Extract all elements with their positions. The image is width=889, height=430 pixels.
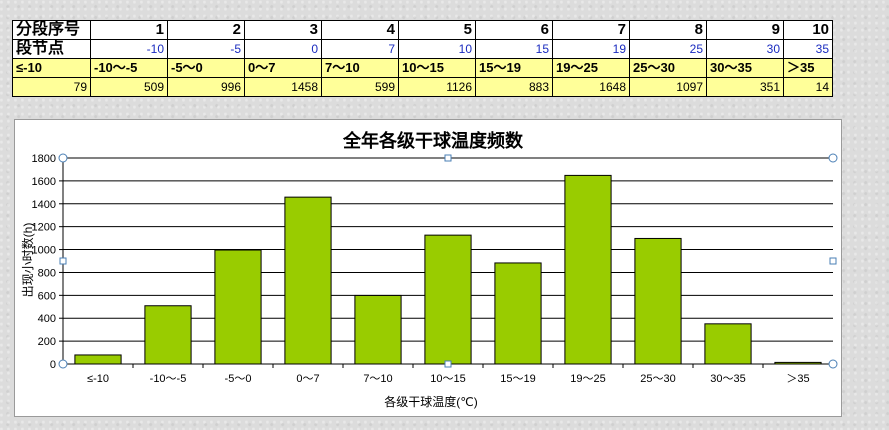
count-cell[interactable]: 1648: [552, 77, 630, 97]
index-cell[interactable]: 7: [552, 20, 630, 40]
x-tick-label: 7～10: [363, 373, 392, 385]
x-tick-label: 25～30: [640, 373, 675, 385]
range-cell[interactable]: 10～15: [398, 58, 476, 78]
node-cell[interactable]: 35: [783, 39, 833, 59]
index-cell[interactable]: 6: [475, 20, 553, 40]
resize-handle: [828, 359, 838, 369]
data-table: 分段序号 1 2 3 4 5 6 7 8 9 10 段节点 -10 -5 0 7 10 15 19 25 30 35…: [12, 20, 833, 97]
node-cell[interactable]: 15: [475, 39, 553, 59]
y-tick-label: 1600: [32, 176, 56, 188]
node-cell[interactable]: 0: [244, 39, 322, 59]
node-cell[interactable]: 7: [321, 39, 399, 59]
range-cell[interactable]: 0～7: [244, 58, 322, 78]
y-tick-label: 400: [38, 313, 56, 325]
node-row-label[interactable]: 段节点: [12, 39, 91, 59]
range-cell[interactable]: ＞35: [783, 58, 833, 78]
index-cell[interactable]: 2: [167, 20, 245, 40]
bar: [704, 323, 752, 365]
y-tick-label: 600: [38, 290, 56, 302]
range-row: ≤-10 -10～-5 -5～0 0～7 7～10 10～15 15～19 19～25 25～3…: [12, 58, 833, 78]
bar: [354, 294, 402, 365]
x-axis: ≤-10 -10～-5 -5～0 0～7 7～10 10～15 15～19 19～25 25～3…: [62, 363, 833, 385]
bar: [144, 305, 192, 365]
selection-handles: [58, 153, 838, 369]
index-cell[interactable]: 5: [398, 20, 476, 40]
x-axis-label: 各级干球温度(℃): [384, 394, 477, 409]
count-cell[interactable]: 883: [475, 77, 553, 97]
index-cell[interactable]: 10: [783, 20, 833, 40]
resize-handle: [444, 154, 452, 162]
count-cell[interactable]: 1097: [629, 77, 707, 97]
range-cell[interactable]: -5～0: [167, 58, 245, 78]
chart-area[interactable]: 全年各级干球温度频数 0 200 400 600 800 1000 1200 1400 1600…: [14, 119, 842, 417]
y-tick-label: 1800: [32, 153, 56, 165]
x-tick-label: -5～0: [225, 373, 252, 385]
resize-handle: [444, 360, 452, 368]
x-tick-label: -10～-5: [150, 373, 187, 385]
node-row: 段节点 -10 -5 0 7 10 15 19 25 30 35: [12, 39, 833, 59]
bar: [494, 262, 542, 365]
count-cell[interactable]: 351: [706, 77, 784, 97]
index-cell[interactable]: 3: [244, 20, 322, 40]
bar-chart: 全年各级干球温度频数 0 200 400 600 800 1000 1200 1400 1600…: [20, 130, 838, 409]
bar: [74, 354, 122, 365]
y-tick-label: 200: [38, 336, 56, 348]
index-cell[interactable]: 4: [321, 20, 399, 40]
x-tick-label: 10～15: [430, 373, 465, 385]
x-tick-label: ≤-10: [87, 373, 109, 385]
chart-title: 全年各级干球温度频数: [342, 130, 524, 151]
count-cell[interactable]: 79: [12, 77, 91, 97]
resize-handle: [58, 359, 68, 369]
node-cell[interactable]: 19: [552, 39, 630, 59]
resize-handle: [829, 257, 837, 265]
bars: [74, 174, 822, 365]
range-cell[interactable]: 25～30: [629, 58, 707, 78]
y-tick-label: 1400: [32, 199, 56, 211]
resize-handle: [828, 153, 838, 163]
bar: [634, 237, 682, 365]
bar: [424, 234, 472, 365]
range-cell[interactable]: 19～25: [552, 58, 630, 78]
count-row: 79 509 996 1458 599 1126 883 1648 1097 351 14: [12, 77, 833, 97]
bar: [564, 174, 612, 365]
y-tick-label: 800: [38, 267, 56, 279]
x-tick-label: 0～7: [296, 373, 319, 385]
count-cell[interactable]: 1458: [244, 77, 322, 97]
range-cell[interactable]: 7～10: [321, 58, 399, 78]
x-tick-label: ＞35: [786, 373, 809, 385]
y-tick-label: 0: [50, 359, 56, 371]
range-cell[interactable]: 30～35: [706, 58, 784, 78]
range-cell[interactable]: -10～-5: [90, 58, 168, 78]
node-cell[interactable]: 30: [706, 39, 784, 59]
resize-handle: [58, 153, 68, 163]
index-cell[interactable]: 9: [706, 20, 784, 40]
x-tick-label: 19～25: [570, 373, 605, 385]
bar: [284, 196, 332, 365]
node-cell[interactable]: 10: [398, 39, 476, 59]
bar: [214, 249, 262, 365]
index-cell[interactable]: 8: [629, 20, 707, 40]
count-cell[interactable]: 599: [321, 77, 399, 97]
range-cell[interactable]: 15～19: [475, 58, 553, 78]
count-cell[interactable]: 14: [783, 77, 833, 97]
resize-handle: [59, 257, 67, 265]
x-tick-label: 30～35: [710, 373, 745, 385]
y-tick-label: 1200: [32, 222, 56, 234]
node-cell[interactable]: -5: [167, 39, 245, 59]
y-axis: 0 200 400 600 800 1000 1200 1400 1600 1800: [32, 153, 64, 371]
node-cell[interactable]: -10: [90, 39, 168, 59]
range-cell[interactable]: ≤-10: [12, 58, 91, 78]
index-row: 分段序号 1 2 3 4 5 6 7 8 9 10: [12, 20, 833, 40]
x-tick-label: 15～19: [500, 373, 535, 385]
index-row-label[interactable]: 分段序号: [12, 20, 91, 40]
count-cell[interactable]: 1126: [398, 77, 476, 97]
index-cell[interactable]: 1: [90, 20, 168, 40]
count-cell[interactable]: 509: [90, 77, 168, 97]
y-tick-label: 1000: [32, 245, 56, 257]
count-cell[interactable]: 996: [167, 77, 245, 97]
y-axis-label: 出现小时数(h): [20, 223, 35, 298]
node-cell[interactable]: 25: [629, 39, 707, 59]
